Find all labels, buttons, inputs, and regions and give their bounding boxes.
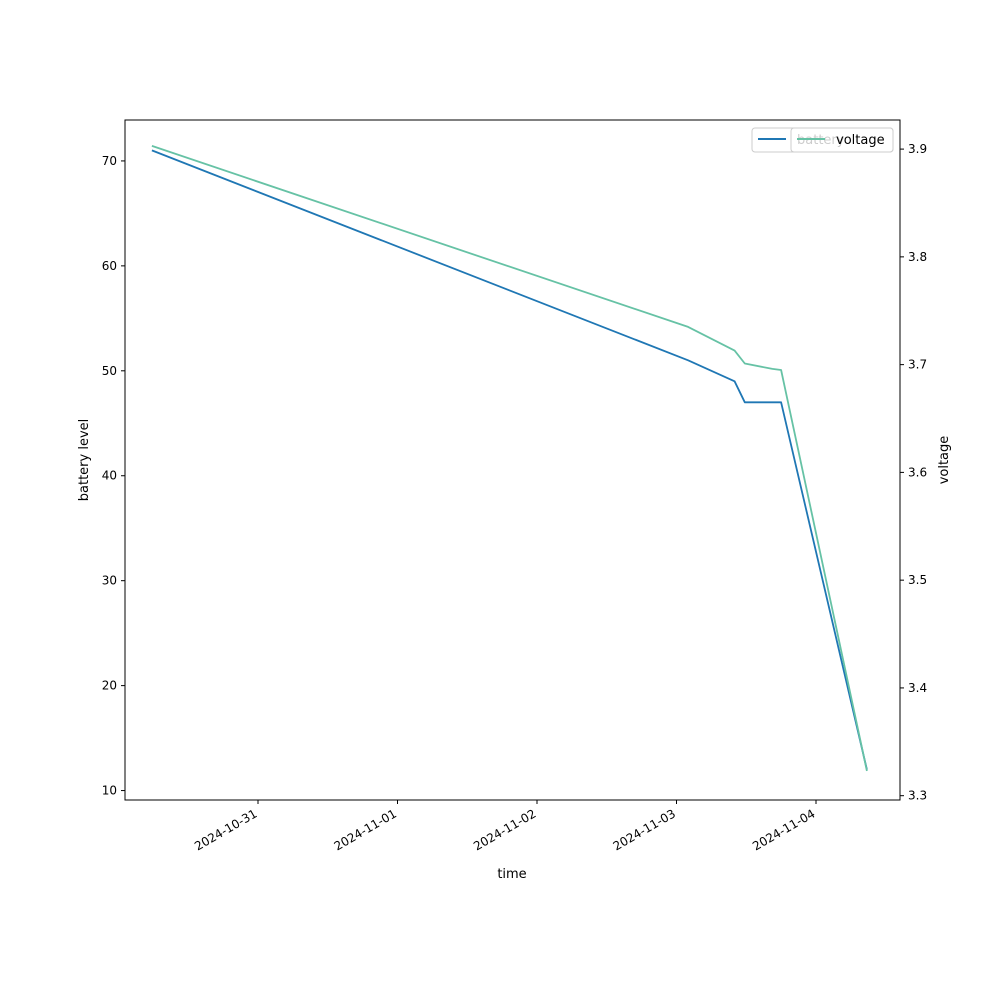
x-axis-label: time bbox=[497, 867, 526, 882]
right-y-axis-label: voltage bbox=[937, 436, 952, 485]
left-y-axis-ticks: 10 20 30 40 50 60 70 bbox=[102, 154, 125, 798]
right-y-tick-label: 3.7 bbox=[908, 358, 927, 372]
right-y-tick-label: 3.5 bbox=[908, 573, 927, 587]
left-y-axis-label: battery level bbox=[77, 419, 92, 502]
right-y-axis-ticks: 3.3 3.4 3.5 3.6 3.7 3.8 3.9 bbox=[900, 142, 927, 803]
left-y-tick-label: 10 bbox=[102, 784, 117, 798]
right-y-tick-label: 3.3 bbox=[908, 789, 927, 803]
series-line-voltage bbox=[151, 145, 868, 772]
left-y-tick-label: 60 bbox=[102, 259, 117, 273]
right-y-tick-label: 3.8 bbox=[908, 250, 927, 264]
left-y-tick-label: 30 bbox=[102, 574, 117, 588]
data-lines bbox=[151, 145, 868, 772]
legend-voltage-label: voltage bbox=[836, 133, 885, 148]
plot-frame bbox=[124, 119, 901, 801]
series-line-battery bbox=[151, 149, 868, 770]
right-y-tick-label: 3.9 bbox=[908, 142, 927, 156]
left-y-tick-label: 70 bbox=[102, 154, 117, 168]
legend-frame bbox=[790, 127, 894, 153]
left-y-tick-label: 40 bbox=[102, 469, 117, 483]
left-y-tick-label: 20 bbox=[102, 679, 117, 693]
legend-voltage: voltage bbox=[790, 127, 894, 153]
right-y-tick-label: 3.6 bbox=[908, 465, 927, 479]
left-y-tick-label: 50 bbox=[102, 364, 117, 378]
right-y-tick-label: 3.4 bbox=[908, 681, 927, 695]
